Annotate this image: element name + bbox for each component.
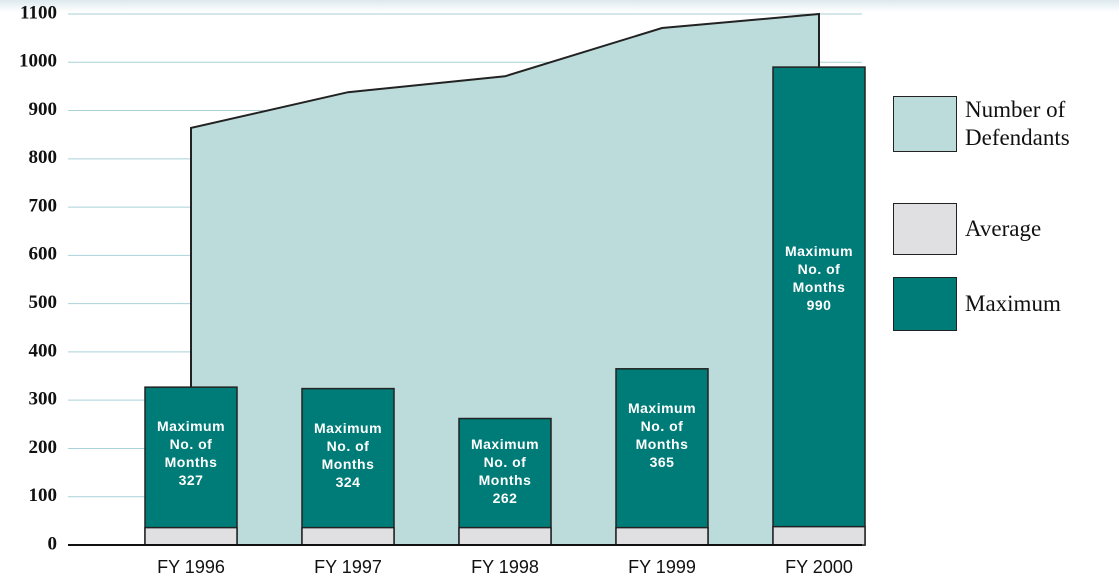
bar-label: Maximum No. of Months 262: [459, 435, 551, 507]
bar-label-text: Maximum No. of Months 365: [616, 399, 708, 471]
bar: [615, 526, 709, 546]
bar: [458, 417, 552, 546]
y-tick-label: 800: [29, 147, 58, 168]
bar: [772, 525, 866, 546]
bar: [144, 386, 238, 546]
y-tick-label: 300: [29, 389, 58, 410]
value-label: 990: [806, 297, 832, 314]
legend-swatch: [893, 203, 957, 255]
x-tick-label: FY 1996: [157, 557, 225, 577]
bar-label-text: Maximum No. of Months 990: [773, 242, 865, 314]
top-band: [0, 0, 1119, 12]
legend-item: Number of Defendants: [893, 96, 1105, 152]
legend-label: Average: [965, 216, 1042, 241]
y-tick-label: 1100: [20, 2, 57, 23]
bar: [301, 387, 395, 546]
y-tick-label: 500: [29, 292, 58, 313]
y-tick-label: 900: [29, 99, 58, 120]
bar: [772, 66, 866, 546]
bar-label-caption: Maximum No. of Months: [313, 419, 383, 472]
bar-label-text: Maximum No. of Months 262: [459, 435, 551, 507]
y-tick-label: 0: [48, 533, 58, 554]
value-label: 365: [649, 453, 675, 470]
bar-label-caption: Maximum No. of Months: [627, 399, 697, 452]
bar: [144, 526, 238, 546]
legend-item: Maximum: [893, 277, 1115, 331]
bar-label-text: Maximum No. of Months 324: [302, 419, 394, 491]
x-tick-label: FY 1998: [471, 557, 539, 577]
x-tick-label: FY 1999: [628, 557, 696, 577]
y-tick-label: 700: [29, 195, 58, 216]
y-tick-label: 200: [29, 437, 58, 458]
x-tick-label: FY 1997: [314, 557, 382, 577]
bar-label-text: Maximum No. of Months 327: [145, 417, 237, 489]
bar: [615, 368, 709, 546]
legend-swatch: [893, 277, 957, 331]
y-tick-label: 1000: [19, 51, 57, 72]
bar-label-caption: Maximum No. of Months: [784, 243, 854, 296]
y-tick-label: 100: [29, 485, 58, 506]
value-label: 324: [335, 473, 361, 490]
bar: [301, 526, 395, 546]
x-tick-label: FY 2000: [785, 557, 853, 577]
legend-label: Maximum: [965, 291, 1061, 316]
legend-swatch: [893, 96, 957, 152]
legend-item: Average: [893, 203, 1115, 255]
value-label: 262: [492, 490, 518, 506]
y-tick-label: 400: [29, 340, 58, 361]
value-label: 327: [178, 472, 204, 489]
bar-label-caption: Maximum No. of Months: [470, 436, 540, 488]
bar-label-caption: Maximum No. of Months: [156, 418, 226, 471]
legend-label: Number of Defendants: [965, 97, 1070, 150]
y-tick-label: 600: [29, 244, 58, 265]
